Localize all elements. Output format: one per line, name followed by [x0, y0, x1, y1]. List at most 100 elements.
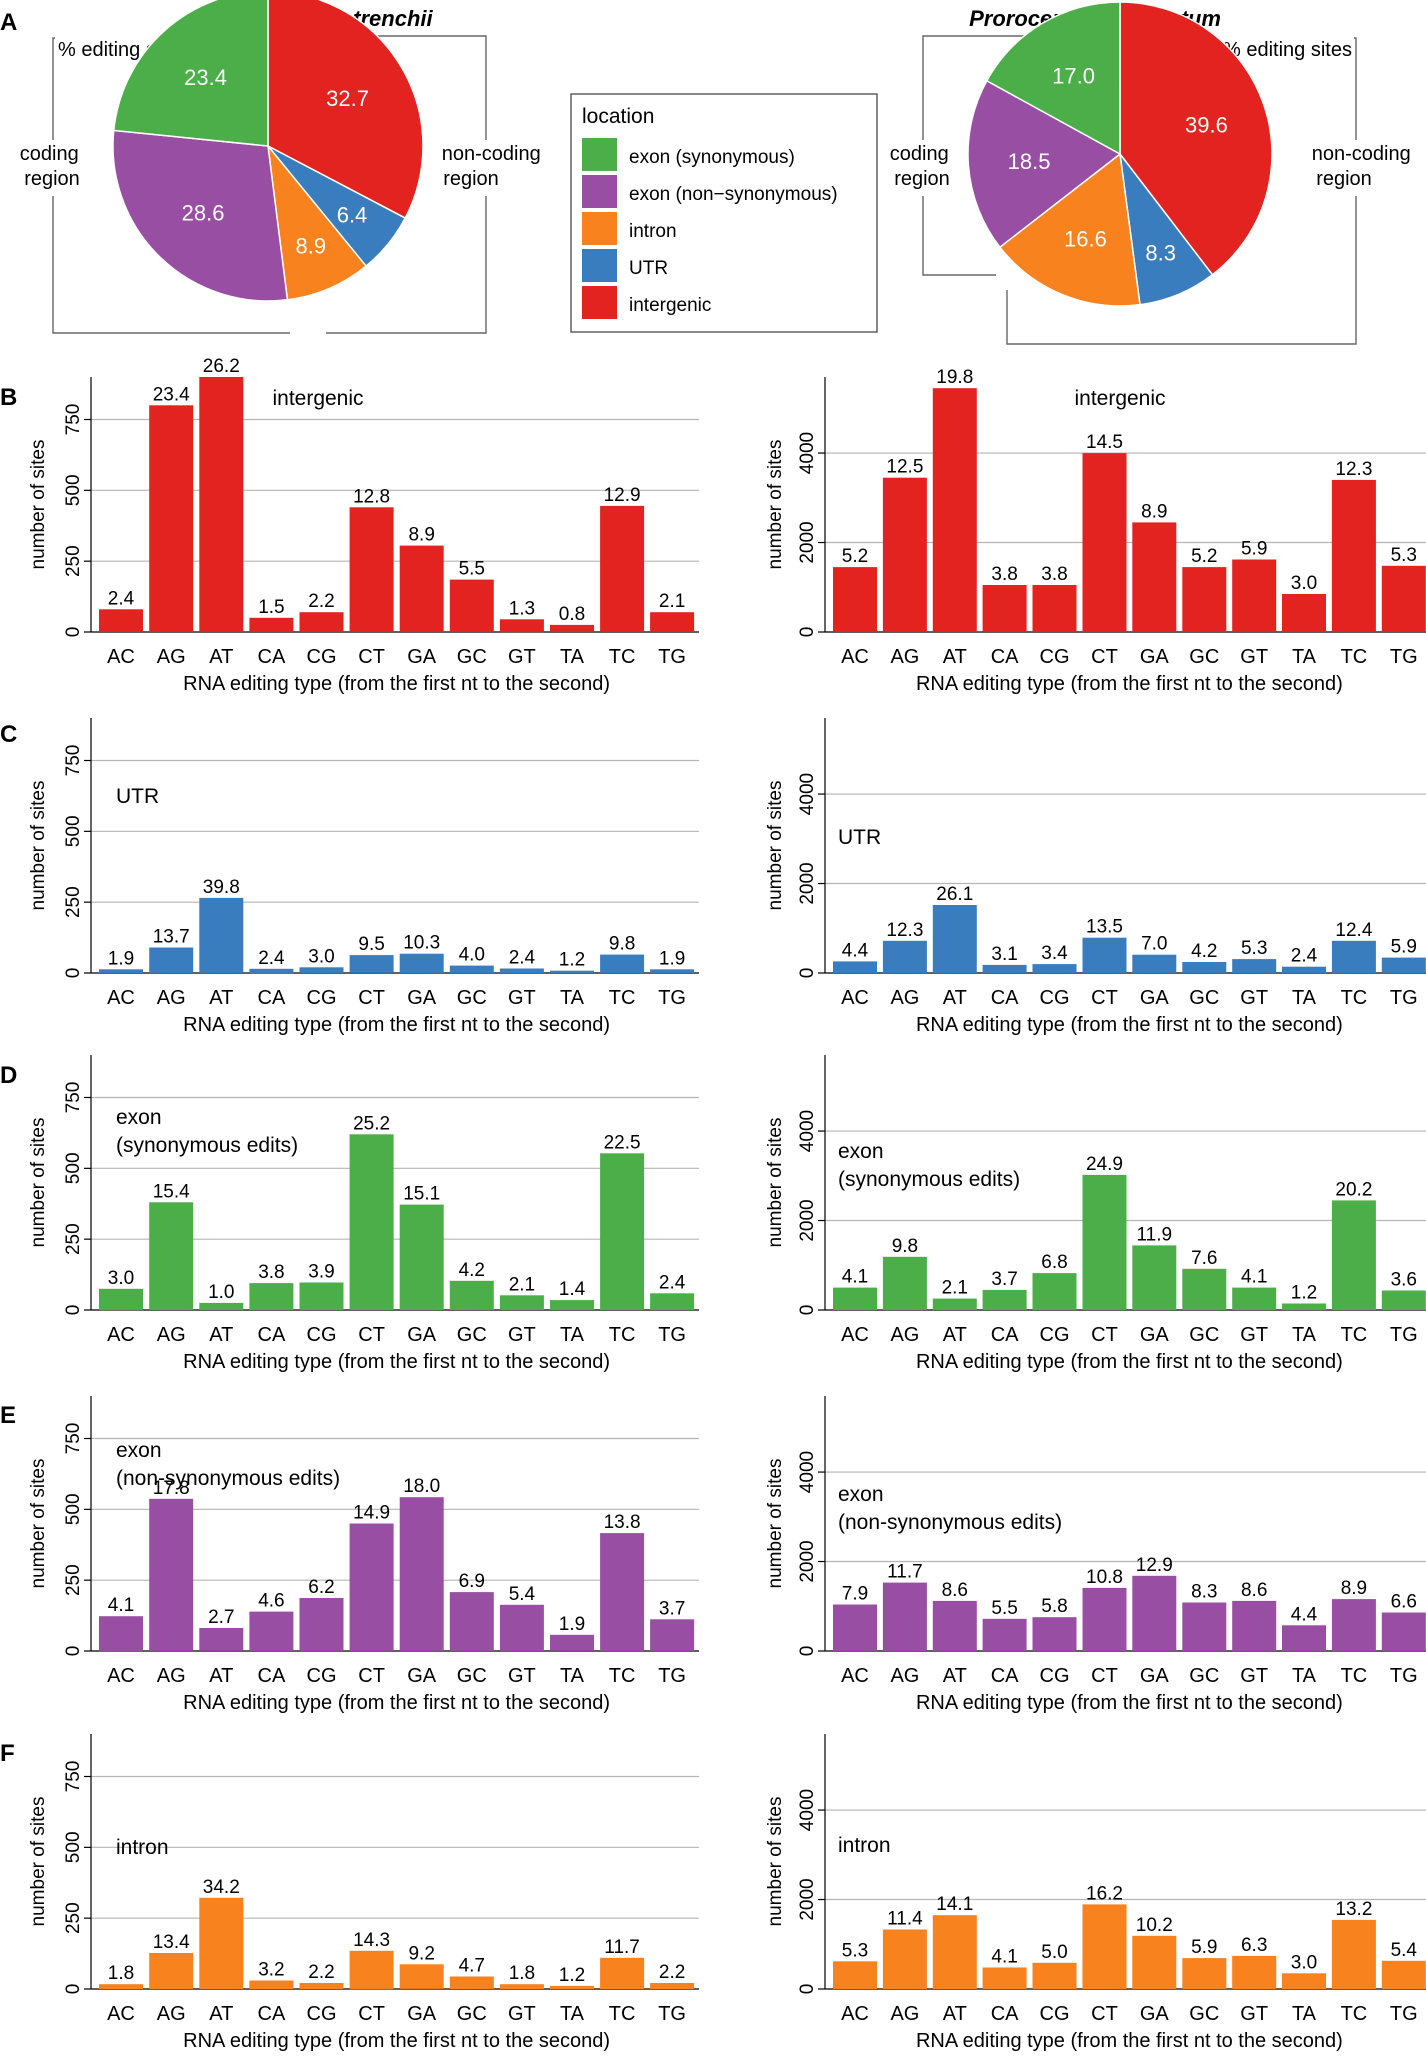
bar-gt: [1232, 959, 1277, 973]
y-tick-label: 0: [63, 1984, 84, 1995]
x-axis-label: RNA editing type (from the first nt to t…: [183, 1014, 610, 1036]
chart-category-title: UTR: [116, 785, 159, 808]
bar-value-label: 3.9: [308, 1262, 334, 1283]
x-tick-label: TG: [1390, 1324, 1418, 1346]
x-tick-label: CT: [1091, 987, 1118, 1009]
x-tick-label: TA: [560, 1665, 585, 1687]
x-tick-label: TC: [609, 2003, 636, 2025]
legend-label: intergenic: [629, 295, 711, 316]
bar-at: [932, 1600, 977, 1651]
bar-value-label: 2.4: [1291, 946, 1318, 967]
bar-ta: [550, 1985, 594, 1989]
x-tick-label: GC: [1189, 646, 1219, 668]
bar-value-label: 3.0: [1291, 573, 1317, 594]
bar-value-label: 3.7: [659, 1598, 685, 1619]
x-axis-label: RNA editing type (from the first nt to t…: [916, 673, 1343, 695]
x-tick-label: AG: [890, 987, 919, 1009]
y-tick-label: 250: [63, 1223, 84, 1255]
coding-label-left: coding region: [20, 143, 85, 190]
bar-value-label: 19.8: [936, 367, 973, 388]
x-tick-label: TC: [609, 646, 636, 668]
bar-value-label: 4.4: [842, 940, 869, 961]
bar-value-label: 4.7: [459, 1956, 485, 1977]
bar-ac: [833, 1287, 877, 1310]
bar-value-label: 14.1: [936, 1894, 973, 1915]
bar-tc: [600, 505, 645, 632]
x-tick-label: TA: [1292, 1665, 1317, 1687]
bar-ga: [1132, 1935, 1177, 1989]
x-tick-label: AG: [890, 1324, 919, 1346]
bar-at: [932, 388, 977, 632]
bar-value-label: 4.4: [1291, 1604, 1318, 1625]
legend-label: UTR: [629, 258, 668, 279]
bar-value-label: 4.6: [258, 1591, 284, 1612]
bar-value-label: 2.2: [308, 1962, 334, 1983]
bar-ag: [149, 1498, 194, 1651]
x-tick-label: CT: [358, 2003, 385, 2025]
chart-category-title: intron: [838, 1834, 891, 1857]
bar-value-label: 7.6: [1191, 1248, 1217, 1269]
bar-value-label: 5.3: [1391, 545, 1417, 566]
x-tick-label: AC: [107, 1324, 135, 1346]
bar-value-label: 16.2: [1086, 1883, 1123, 1904]
bar-gt: [499, 1604, 544, 1651]
bar-value-label: 2.4: [659, 1272, 686, 1293]
bar-value-label: 13.4: [153, 1932, 190, 1953]
bar-ct: [349, 507, 394, 632]
chart-category-title: UTR: [838, 826, 881, 849]
x-tick-label: GT: [1240, 987, 1268, 1009]
x-tick-label: AG: [157, 1665, 186, 1687]
y-tick-label: 500: [63, 1831, 84, 1863]
bar-value-label: 5.5: [459, 559, 485, 580]
x-tick-label: AG: [157, 2003, 186, 2025]
bar-value-label: 9.8: [892, 1236, 918, 1257]
y-tick-label: 2000: [797, 862, 818, 904]
x-tick-label: CG: [307, 987, 337, 1009]
bar-value-label: 11.4: [887, 1909, 923, 1930]
bar-ta: [550, 624, 594, 632]
pie-slice-exon_syn: [112, 0, 269, 147]
bar-value-label: 11.7: [604, 1937, 640, 1958]
x-tick-label: GA: [1140, 1324, 1170, 1346]
x-tick-label: TA: [1292, 2003, 1317, 2025]
x-tick-label: GA: [1140, 1665, 1170, 1687]
x-axis-label: RNA editing type (from the first nt to t…: [183, 673, 610, 695]
x-axis-label: RNA editing type (from the first nt to t…: [916, 1014, 1343, 1036]
bar-gt: [1232, 1287, 1277, 1310]
y-tick-label: 750: [63, 745, 84, 777]
x-tick-label: GA: [407, 2003, 437, 2025]
bar-ac: [99, 609, 143, 632]
x-tick-label: GA: [1140, 2003, 1170, 2025]
bar-ct: [349, 1523, 394, 1651]
x-tick-label: TG: [1390, 1665, 1418, 1687]
y-tick-label: 0: [797, 1646, 818, 1657]
x-tick-label: CT: [1091, 1665, 1118, 1687]
y-tick-label: 750: [63, 1082, 84, 1114]
x-tick-label: GA: [1140, 646, 1170, 668]
bar-ag: [149, 947, 194, 973]
bar-value-label: 3.4: [1041, 943, 1068, 964]
bar-cg: [299, 1598, 344, 1651]
bar-gc: [1182, 1602, 1227, 1651]
y-axis-label: number of sites: [28, 1118, 49, 1248]
x-tick-label: AG: [890, 646, 919, 668]
bar-ca: [249, 1980, 294, 1989]
y-tick-label: 0: [63, 627, 84, 638]
bar-ca: [249, 617, 294, 632]
pie-slice-intron: [998, 152, 1141, 307]
bar-chart-c-prorocentrum: 0 2000 4000 number of sites 4.4 AC 12.3 AG 26.1 A…: [765, 718, 1426, 1036]
bar-at: [199, 1897, 244, 1989]
x-tick-label: AC: [841, 987, 869, 1009]
x-tick-label: AT: [943, 987, 967, 1009]
bar-gc: [1182, 1958, 1227, 1989]
bar-value-label: 6.8: [1041, 1252, 1067, 1273]
x-tick-label: CG: [1040, 987, 1070, 1009]
x-tick-label: GC: [1189, 1324, 1219, 1346]
bar-value-label: 26.2: [203, 356, 240, 377]
bar-value-label: 2.2: [659, 1962, 685, 1983]
bar-value-label: 3.7: [991, 1269, 1017, 1290]
bar-value-label: 2.7: [208, 1607, 234, 1628]
bar-chart-e-durusdinium: E 0 250 500 750 number of sites 4.1 AC 17.8 AG 2.7…: [0, 1396, 699, 1714]
bar-gt: [1232, 559, 1277, 632]
pie-durusdinium: 32.7 6.4 8.9 28.6 23.4: [112, 0, 424, 302]
